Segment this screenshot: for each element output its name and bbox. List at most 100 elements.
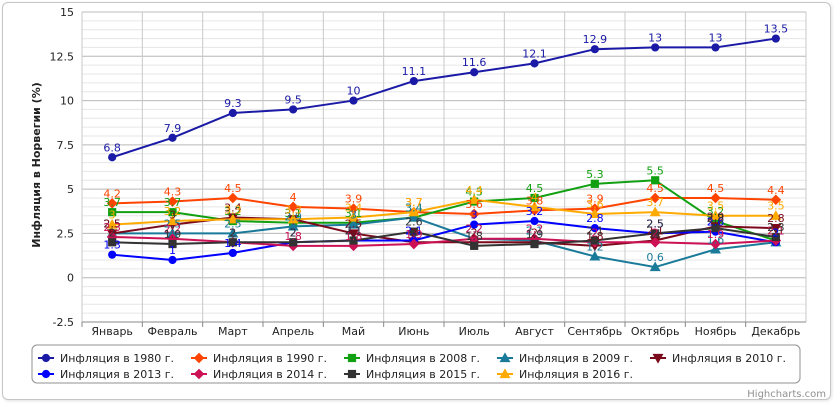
data-point[interactable] bbox=[651, 176, 660, 185]
data-point[interactable] bbox=[108, 153, 117, 162]
data-point[interactable] bbox=[349, 236, 358, 245]
legend-marker[interactable] bbox=[499, 368, 511, 379]
data-point[interactable] bbox=[168, 255, 177, 265]
legend-item[interactable]: Инфляция в 2008 г. bbox=[344, 352, 480, 365]
data-label: 2.8 bbox=[586, 212, 604, 225]
data-point[interactable] bbox=[530, 216, 539, 226]
data-point[interactable] bbox=[530, 239, 539, 249]
data-point[interactable] bbox=[590, 224, 599, 233]
data-point[interactable] bbox=[470, 241, 479, 250]
data-point[interactable] bbox=[711, 43, 720, 52]
data-point[interactable] bbox=[651, 229, 660, 238]
data-point[interactable] bbox=[409, 227, 418, 236]
data-point[interactable] bbox=[649, 236, 661, 248]
data-point[interactable] bbox=[468, 208, 480, 220]
data-point[interactable] bbox=[108, 208, 117, 217]
data-label: 1.4 bbox=[224, 237, 242, 250]
data-point[interactable] bbox=[287, 213, 299, 224]
legend-item[interactable]: Инфляция в 2014 г. bbox=[191, 368, 327, 381]
data-point[interactable] bbox=[408, 206, 420, 217]
data-point[interactable] bbox=[349, 96, 358, 105]
legend-item[interactable]: Инфляция в 2013 г. bbox=[38, 368, 174, 381]
data-label: 2.1 bbox=[767, 225, 785, 238]
data-point[interactable] bbox=[348, 211, 359, 222]
legend-item[interactable]: Инфляция в 1990 г. bbox=[191, 352, 327, 365]
data-point[interactable] bbox=[408, 238, 420, 250]
data-point[interactable] bbox=[710, 238, 721, 250]
legend-item[interactable]: Инфляция в 2009 г. bbox=[497, 352, 633, 365]
data-point[interactable] bbox=[649, 192, 661, 204]
legend-item[interactable]: Инфляция в 2015 г. bbox=[344, 368, 480, 381]
data-point[interactable] bbox=[590, 179, 599, 188]
data-label: 3.2 bbox=[707, 205, 725, 218]
data-point[interactable] bbox=[228, 248, 237, 258]
data-point[interactable] bbox=[589, 250, 601, 261]
data-point[interactable] bbox=[770, 194, 782, 206]
data-label: 1.3 bbox=[103, 239, 121, 252]
data-point[interactable] bbox=[470, 68, 479, 77]
data-point[interactable] bbox=[529, 201, 540, 211]
data-point[interactable] bbox=[710, 192, 721, 204]
data-point[interactable] bbox=[287, 220, 299, 231]
legend-item[interactable]: Инфляция в 2010 г. bbox=[650, 352, 786, 365]
data-point[interactable] bbox=[771, 34, 780, 43]
legend-marker[interactable] bbox=[193, 368, 205, 380]
data-point[interactable] bbox=[771, 232, 780, 242]
data-point[interactable] bbox=[168, 239, 177, 249]
series-line[interactable] bbox=[111, 37, 776, 159]
legend-marker[interactable] bbox=[347, 369, 357, 379]
data-point[interactable] bbox=[649, 261, 661, 272]
legend-item[interactable]: Инфляция в 1980 г. bbox=[38, 352, 174, 365]
data-point[interactable] bbox=[108, 250, 117, 259]
data-label: 1.6 bbox=[707, 233, 725, 246]
legend-marker[interactable] bbox=[41, 369, 51, 379]
data-point[interactable] bbox=[289, 105, 298, 114]
data-label: 5.3 bbox=[586, 168, 604, 181]
data-point[interactable] bbox=[770, 210, 782, 220]
data-point[interactable] bbox=[409, 76, 418, 86]
data-point[interactable] bbox=[649, 206, 661, 217]
legend-item[interactable]: Инфляция в 2016 г. bbox=[497, 368, 633, 381]
data-point[interactable] bbox=[167, 215, 178, 226]
data-point[interactable] bbox=[227, 213, 239, 224]
legend-marker[interactable] bbox=[499, 352, 511, 363]
data-point[interactable] bbox=[711, 224, 720, 233]
legend-marker[interactable] bbox=[193, 352, 205, 364]
data-point[interactable] bbox=[228, 238, 237, 247]
legend-marker[interactable] bbox=[41, 353, 51, 363]
data-label: 3.7 bbox=[103, 196, 121, 209]
data-point[interactable] bbox=[589, 208, 601, 219]
data-point[interactable] bbox=[590, 45, 599, 54]
data-point[interactable] bbox=[408, 211, 420, 222]
data-point[interactable] bbox=[167, 196, 178, 207]
data-label: 3.6 bbox=[586, 198, 604, 211]
data-point[interactable] bbox=[287, 201, 299, 213]
legend-marker[interactable] bbox=[652, 353, 664, 364]
data-point[interactable] bbox=[108, 238, 117, 247]
data-label: 3.5 bbox=[767, 200, 785, 213]
data-point[interactable] bbox=[228, 108, 237, 118]
series-line[interactable] bbox=[112, 197, 776, 215]
series-line[interactable] bbox=[112, 216, 776, 269]
data-point[interactable] bbox=[590, 236, 599, 245]
data-point[interactable] bbox=[227, 192, 239, 204]
data-point[interactable] bbox=[348, 229, 359, 240]
credits[interactable]: Highcharts.com bbox=[747, 389, 826, 400]
data-label: 11.1 bbox=[402, 65, 427, 78]
data-label: 10 bbox=[347, 85, 361, 98]
data-point[interactable] bbox=[106, 198, 118, 209]
data-point[interactable] bbox=[468, 194, 480, 204]
data-point[interactable] bbox=[348, 218, 359, 229]
legend-marker[interactable] bbox=[347, 353, 357, 363]
data-label: 3 bbox=[169, 209, 176, 222]
data-point[interactable] bbox=[530, 59, 539, 68]
data-point[interactable] bbox=[651, 43, 660, 52]
data-point[interactable] bbox=[770, 224, 782, 234]
series-line[interactable] bbox=[112, 198, 776, 226]
data-point[interactable] bbox=[106, 218, 118, 229]
data-point[interactable] bbox=[470, 220, 479, 229]
data-point[interactable] bbox=[289, 238, 298, 247]
series-line[interactable] bbox=[112, 227, 776, 247]
data-point[interactable] bbox=[710, 210, 721, 220]
data-point[interactable] bbox=[168, 133, 177, 142]
